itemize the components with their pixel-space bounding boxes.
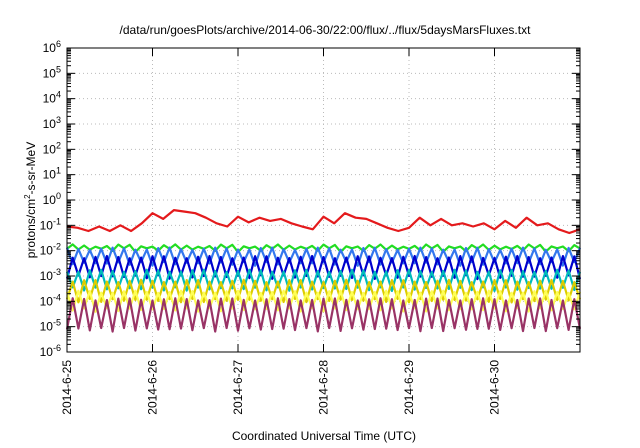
series-line-6 bbox=[65, 278, 582, 304]
x-axis-label: Coordinated Universal Time (UTC) bbox=[232, 429, 416, 443]
y-tick-label: 104 bbox=[43, 90, 61, 106]
x-tick-label: 2014-6-25 bbox=[60, 360, 74, 415]
x-tick-label: 2014-6-26 bbox=[146, 360, 160, 415]
y-tick-label: 105 bbox=[43, 64, 61, 80]
y-tick-label: 106 bbox=[43, 39, 61, 55]
series-line-5 bbox=[65, 268, 582, 293]
y-tick-label: 10-4 bbox=[40, 292, 61, 308]
y-tick-label: 10-3 bbox=[40, 267, 61, 283]
y-axis-label: protons/cm2-s-sr-MeV bbox=[23, 142, 38, 258]
series-group bbox=[65, 209, 582, 333]
series-line-2 bbox=[66, 243, 581, 254]
x-tick-label: 2014-6-29 bbox=[402, 360, 416, 415]
series-line-8 bbox=[65, 297, 582, 333]
y-tick-label: 103 bbox=[43, 115, 61, 131]
grid bbox=[67, 48, 580, 352]
y-tick-label: 100 bbox=[43, 191, 61, 207]
x-axis: 2014-6-25 2014-6-26 2014-6-27 2014-6-28 2014… bbox=[60, 48, 502, 415]
x-tick-label: 2014-6-27 bbox=[231, 360, 245, 415]
y-tick-label: 10-6 bbox=[40, 343, 61, 359]
y-tick-label: 101 bbox=[43, 166, 61, 182]
y-axis: 10-6 10-5 10-4 10-3 10-2 10-1 100 101 102 103 104 1… bbox=[40, 39, 580, 359]
chart-title: /data/run/goesPlots/archive/2014-06-30/2… bbox=[120, 23, 532, 37]
y-tick-label: 102 bbox=[43, 140, 61, 156]
y-tick-label: 10-2 bbox=[40, 242, 61, 258]
y-tick-label: 10-1 bbox=[40, 216, 61, 232]
y-tick-label: 10-5 bbox=[40, 318, 61, 334]
series-line-1 bbox=[66, 209, 581, 235]
series-line-4 bbox=[65, 254, 582, 281]
x-tick-label: 2014-6-30 bbox=[488, 360, 502, 415]
series-line-7 bbox=[65, 289, 582, 313]
x-tick-label: 2014-6-28 bbox=[317, 360, 331, 415]
series-line-3 bbox=[65, 246, 582, 267]
